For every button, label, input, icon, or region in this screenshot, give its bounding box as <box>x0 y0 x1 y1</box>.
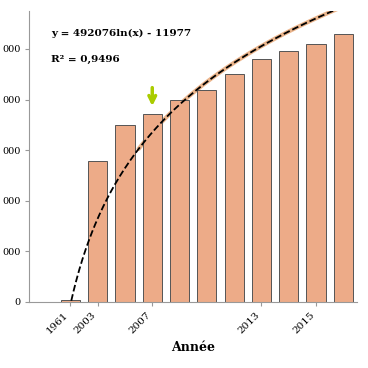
Bar <box>252 60 271 302</box>
Text: R² = 0,9496: R² = 0,9496 <box>51 55 120 64</box>
Bar <box>197 90 216 302</box>
X-axis label: Année: Année <box>171 342 215 354</box>
Bar <box>88 161 107 302</box>
Bar <box>224 74 244 302</box>
Bar <box>279 52 298 302</box>
Bar <box>334 34 353 302</box>
Bar <box>61 301 80 302</box>
Bar <box>143 114 162 302</box>
Bar <box>170 99 189 302</box>
Bar <box>116 125 135 302</box>
Text: y = 492076ln(x) - 11977: y = 492076ln(x) - 11977 <box>51 29 191 38</box>
Bar <box>307 44 326 302</box>
